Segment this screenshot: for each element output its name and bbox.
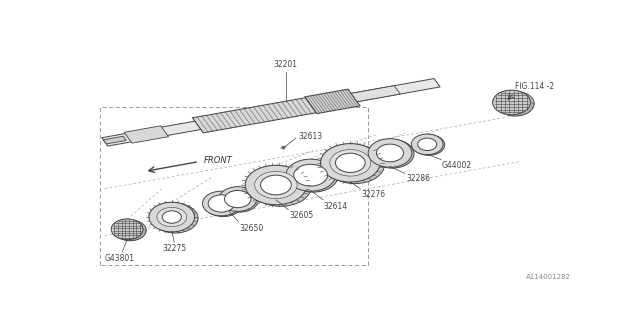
Polygon shape — [351, 86, 400, 102]
Ellipse shape — [152, 204, 198, 233]
Ellipse shape — [219, 187, 257, 212]
Polygon shape — [111, 219, 146, 230]
Ellipse shape — [166, 212, 185, 224]
Polygon shape — [102, 79, 440, 146]
Ellipse shape — [379, 145, 406, 163]
Ellipse shape — [412, 134, 443, 155]
Polygon shape — [103, 136, 126, 144]
Ellipse shape — [202, 191, 240, 216]
Ellipse shape — [286, 159, 335, 191]
Ellipse shape — [418, 138, 436, 151]
Ellipse shape — [260, 175, 291, 195]
Ellipse shape — [250, 167, 311, 206]
Ellipse shape — [227, 191, 253, 208]
Ellipse shape — [325, 145, 385, 184]
Ellipse shape — [157, 207, 187, 227]
Text: 32605: 32605 — [289, 212, 314, 220]
Ellipse shape — [221, 188, 259, 212]
Ellipse shape — [340, 155, 370, 174]
Ellipse shape — [330, 149, 371, 176]
Ellipse shape — [321, 144, 380, 182]
Ellipse shape — [368, 139, 412, 167]
Text: 32276: 32276 — [361, 190, 385, 199]
Polygon shape — [321, 144, 385, 164]
Ellipse shape — [376, 144, 404, 162]
Ellipse shape — [497, 92, 534, 116]
Ellipse shape — [296, 165, 330, 187]
Ellipse shape — [294, 164, 328, 186]
Polygon shape — [124, 126, 168, 143]
Text: 32614: 32614 — [323, 202, 347, 211]
Ellipse shape — [162, 211, 181, 223]
Ellipse shape — [255, 172, 297, 199]
Text: 32286: 32286 — [406, 174, 430, 183]
Ellipse shape — [208, 195, 234, 212]
Text: 32650: 32650 — [240, 224, 264, 233]
Ellipse shape — [371, 140, 414, 168]
Ellipse shape — [419, 139, 438, 151]
Ellipse shape — [335, 153, 365, 172]
Ellipse shape — [413, 135, 445, 155]
Ellipse shape — [225, 190, 251, 208]
Polygon shape — [193, 98, 316, 133]
Ellipse shape — [245, 165, 307, 205]
Polygon shape — [245, 165, 311, 187]
Ellipse shape — [288, 160, 338, 192]
Ellipse shape — [111, 219, 143, 240]
Text: FRONT: FRONT — [204, 156, 233, 165]
Text: 32613: 32613 — [298, 132, 323, 141]
Polygon shape — [149, 202, 198, 218]
Polygon shape — [305, 89, 360, 114]
Ellipse shape — [204, 192, 242, 217]
Ellipse shape — [210, 196, 236, 213]
Ellipse shape — [115, 220, 146, 241]
Text: A114001282: A114001282 — [526, 274, 571, 280]
Text: 32201: 32201 — [274, 60, 298, 69]
Text: G43801: G43801 — [105, 254, 134, 263]
Polygon shape — [493, 90, 534, 104]
Text: G44002: G44002 — [442, 161, 472, 170]
Text: 32275: 32275 — [162, 244, 186, 253]
Ellipse shape — [149, 202, 195, 232]
Ellipse shape — [493, 90, 531, 115]
Text: FIG.114 -2: FIG.114 -2 — [515, 82, 555, 92]
Ellipse shape — [265, 177, 296, 196]
